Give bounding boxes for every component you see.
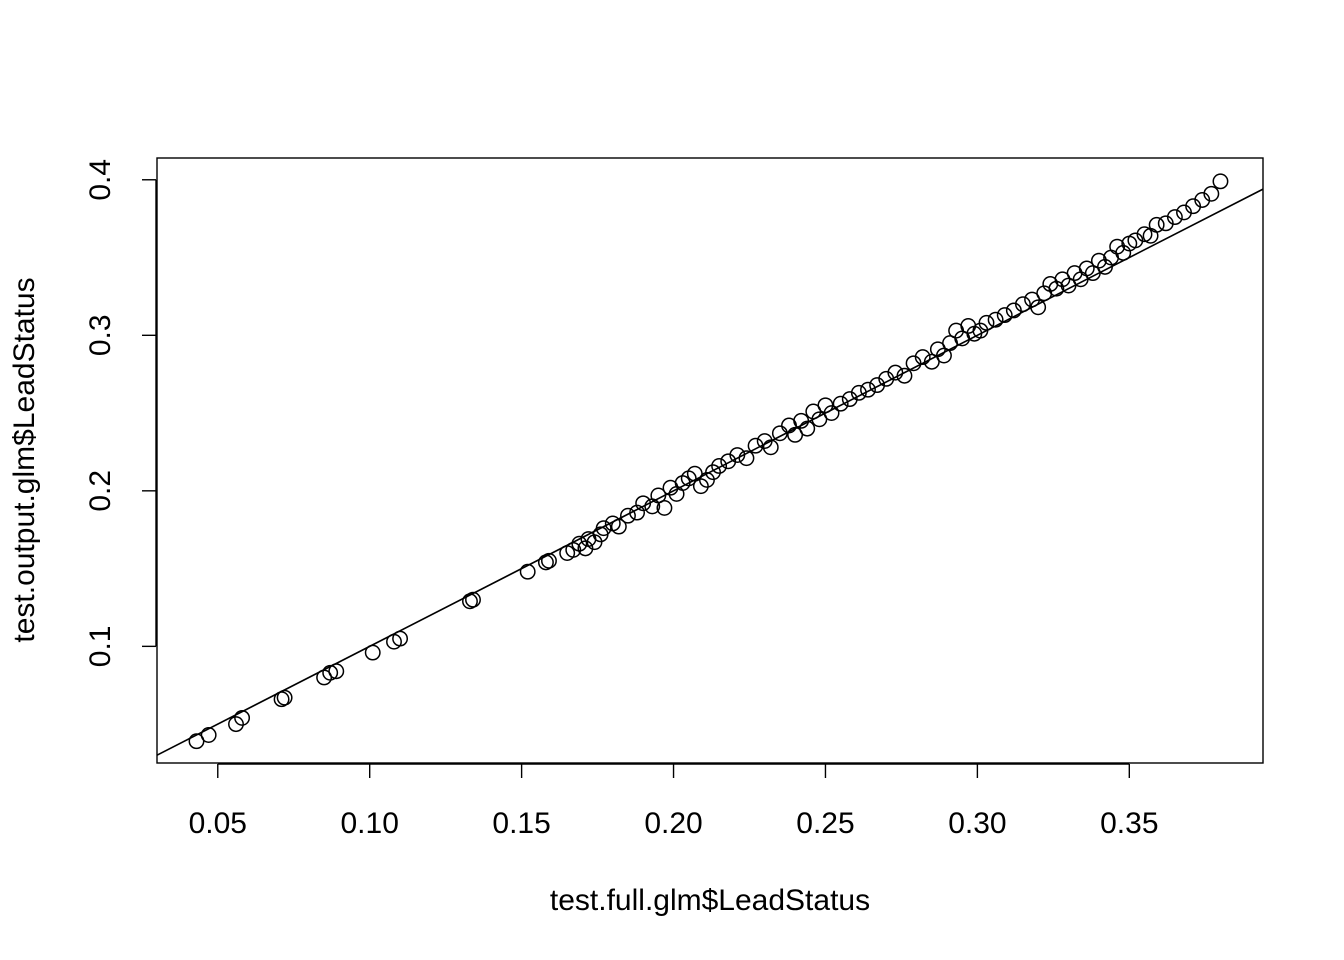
data-point bbox=[929, 341, 946, 358]
y-axis-label: test.output.glm$LeadStatus bbox=[8, 277, 41, 642]
x-tick-label: 0.35 bbox=[1100, 807, 1158, 840]
data-point bbox=[188, 733, 205, 750]
data-points-layer bbox=[188, 173, 1229, 750]
y-tick-label: 0.3 bbox=[84, 314, 117, 356]
data-point bbox=[705, 464, 721, 481]
data-point bbox=[200, 727, 217, 743]
data-point bbox=[1109, 238, 1126, 255]
data-point bbox=[1015, 296, 1031, 313]
data-point bbox=[1115, 244, 1132, 261]
data-point bbox=[799, 420, 816, 437]
data-point bbox=[620, 507, 636, 524]
plot-frame bbox=[156, 157, 1264, 764]
data-point bbox=[832, 395, 849, 412]
data-point bbox=[729, 447, 746, 464]
x-tick-label: 0.05 bbox=[189, 807, 247, 840]
data-point bbox=[771, 425, 788, 442]
data-point bbox=[629, 504, 646, 521]
data-point bbox=[1054, 271, 1071, 288]
x-tick-label: 0.20 bbox=[644, 807, 702, 840]
data-point bbox=[860, 381, 876, 398]
reference-line-layer bbox=[156, 188, 1264, 756]
data-point bbox=[811, 411, 828, 428]
data-point bbox=[923, 353, 940, 370]
data-point bbox=[887, 364, 904, 381]
data-point bbox=[850, 384, 867, 401]
x-tick-label: 0.30 bbox=[948, 807, 1006, 840]
data-point bbox=[1084, 265, 1101, 282]
data-point bbox=[234, 709, 251, 726]
data-point bbox=[1030, 299, 1047, 316]
y-tick-label: 0.1 bbox=[84, 625, 117, 667]
x-tick-label: 0.15 bbox=[492, 807, 550, 840]
data-point bbox=[1090, 252, 1107, 269]
data-point bbox=[747, 437, 764, 454]
data-point bbox=[1060, 277, 1077, 294]
data-point bbox=[1097, 258, 1113, 275]
x-axis-label: test.full.glm$LeadStatus bbox=[550, 884, 870, 917]
data-point bbox=[1148, 216, 1165, 233]
data-point bbox=[273, 691, 290, 708]
data-point bbox=[987, 311, 1004, 328]
y-tick-label: 0.4 bbox=[84, 159, 117, 201]
data-point bbox=[756, 433, 773, 450]
data-point bbox=[364, 644, 381, 661]
data-point bbox=[914, 349, 931, 366]
data-point bbox=[392, 630, 409, 647]
data-point bbox=[276, 689, 293, 706]
data-point bbox=[537, 554, 554, 571]
data-point bbox=[635, 495, 652, 512]
data-point bbox=[1166, 209, 1183, 226]
data-point bbox=[1212, 173, 1229, 190]
data-point bbox=[711, 457, 728, 474]
data-point bbox=[823, 405, 840, 422]
data-point bbox=[541, 552, 557, 569]
data-point bbox=[1136, 226, 1153, 243]
data-point bbox=[650, 487, 667, 504]
data-point bbox=[565, 541, 582, 558]
data-point bbox=[686, 465, 703, 482]
data-point bbox=[328, 663, 345, 680]
data-point bbox=[519, 563, 536, 580]
data-point bbox=[692, 478, 709, 495]
data-point bbox=[978, 314, 995, 331]
axes-layer: 0.05 0.10 0.15 0.20 0.25 0.30 0.35 0.1 0.2 0.3 0.4 bbox=[84, 159, 1159, 840]
data-point bbox=[656, 499, 673, 516]
data-point bbox=[996, 307, 1013, 324]
x-tick-label: 0.10 bbox=[340, 807, 398, 840]
data-point bbox=[322, 664, 339, 681]
data-point bbox=[787, 426, 804, 443]
x-tick-label: 0.25 bbox=[796, 807, 854, 840]
data-point bbox=[465, 591, 481, 608]
data-point bbox=[1203, 185, 1220, 202]
data-point bbox=[762, 439, 779, 456]
data-point bbox=[936, 347, 952, 364]
data-point bbox=[1048, 280, 1065, 297]
y-tick-label: 0.2 bbox=[84, 470, 117, 512]
data-point bbox=[595, 520, 612, 537]
reference-line bbox=[156, 188, 1264, 756]
data-point bbox=[228, 716, 244, 733]
data-point bbox=[896, 367, 913, 384]
data-point bbox=[610, 518, 627, 535]
data-point bbox=[462, 593, 478, 610]
data-point bbox=[738, 450, 755, 467]
